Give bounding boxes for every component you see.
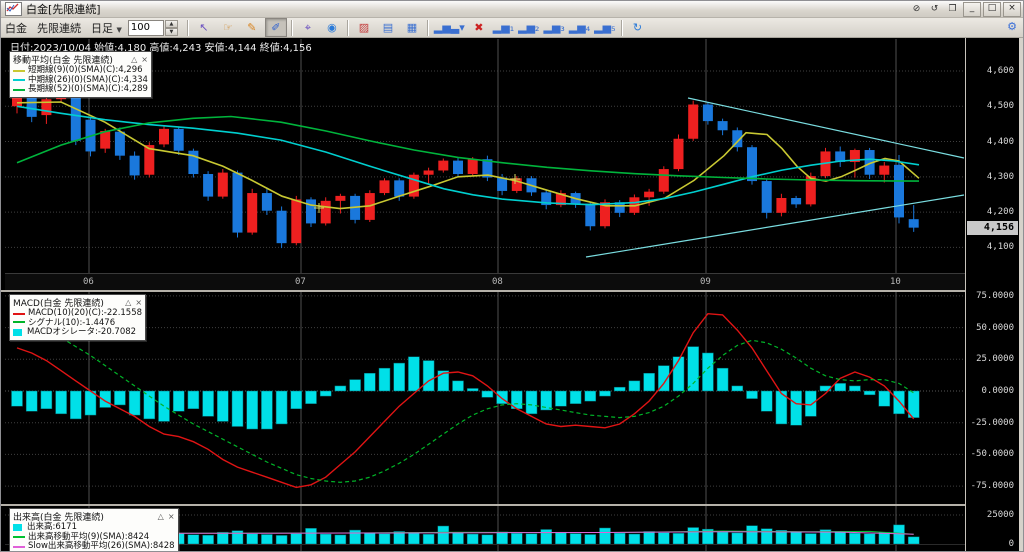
draw-line-icon[interactable]: ✐	[264, 18, 287, 37]
pencil-icon[interactable]: ✎	[247, 21, 257, 34]
price-axis-label: 4,600	[986, 66, 1014, 76]
price-axis-label: 4,100	[986, 242, 1014, 253]
short-ma-swatch-icon	[13, 69, 25, 72]
price-axis-label: 4,200	[986, 207, 1014, 218]
slow-volume-ma-swatch-icon	[13, 545, 25, 548]
legend-row: 短期線(9)(0)(SMA)(C):4,296	[13, 65, 148, 76]
chart-type-icon[interactable]: ▂▅▃▾	[433, 21, 465, 34]
zoom-mode-icon[interactable]: ◉	[327, 21, 337, 34]
legend-close-icon[interactable]: ×	[167, 512, 175, 521]
close-button[interactable]: ×	[1003, 1, 1021, 17]
sync-icon[interactable]: ↺	[930, 3, 939, 14]
bar-count-stepper[interactable]: ▲ ▼	[164, 19, 178, 36]
mid-ma-swatch-icon	[13, 79, 25, 82]
legend-collapse-icon[interactable]: △	[125, 298, 132, 307]
x-axis-month-label: 06	[83, 277, 94, 287]
contract-label: 先限連続	[37, 21, 81, 35]
price-axis-label: 4,300	[986, 171, 1014, 182]
window-frame-strip	[1019, 38, 1023, 551]
x-axis-month-label: 08	[492, 277, 503, 287]
long-ma-swatch-icon	[13, 88, 25, 91]
legend-row: 出来高移動平均(9)(SMA):8424	[13, 532, 175, 543]
legend-row: MACDオシレータ:-20.7082	[13, 327, 142, 338]
legend-close-icon[interactable]: ×	[141, 55, 148, 64]
legend-title: 移動平均(白金 先限連続)	[13, 56, 113, 66]
macd-axis-label: 25.0000	[976, 354, 1014, 365]
volume-swatch-icon	[13, 524, 22, 532]
price-chart-canvas[interactable]	[5, 39, 965, 273]
minimize-button[interactable]: _	[963, 1, 981, 17]
legend-row: MACD(10)(20)(C):-22.1558	[13, 308, 142, 319]
toolbar: 白金 先限連続 日足 ▼ ▲ ▼ ↖ ☞ ✎ ✐ ⌖ ◉ ▨ ▤ ▦ ▂▅▃▾ ✖ ▂▅₁▂▅₂▂▅₃…	[1, 18, 1023, 38]
panel-separator	[1, 290, 1023, 292]
chart-region: 日付:2023/10/04 始値:4,180 高値:4,243 安値:4,144…	[1, 38, 1023, 551]
macd-axis-label: -25.0000	[970, 417, 1014, 428]
stepper-down-icon[interactable]: ▼	[164, 27, 178, 36]
chart-window-icon[interactable]: ▨	[358, 21, 370, 34]
instrument-label: 白金	[5, 21, 27, 35]
macd-axis-label: -50.0000	[970, 449, 1014, 460]
volume-legend[interactable]: 出来高(白金 先限連続) △ × 出来高:6171 出来高移動平均(9)(SMA…	[9, 508, 179, 551]
maximize-button[interactable]: □	[983, 1, 1001, 17]
macd-chart-canvas[interactable]	[5, 292, 965, 504]
price-axis-column: 4,600 4,500 4,400 4,300 4,200 4,100 4,156 75.00…	[965, 38, 1019, 551]
grid-dense-icon[interactable]: ▦	[406, 21, 418, 34]
macd-axis-label: -75.0000	[970, 481, 1014, 492]
macd-axis-label: 50.0000	[976, 322, 1014, 333]
chevron-down-icon: ▼	[116, 25, 122, 34]
select-cursor-icon[interactable]: ↖	[199, 21, 209, 34]
indicator-slot-4-icon[interactable]: ▂▅₄	[568, 21, 591, 34]
pin-icon[interactable]: ⊘	[912, 3, 921, 14]
ma-legend[interactable]: 移動平均(白金 先限連続) △ × 短期線(9)(0)(SMA)(C):4,29…	[9, 51, 152, 98]
indicator-slot-1-icon[interactable]: ▂▅₁	[492, 21, 515, 34]
macd-axis-label: 0.0000	[981, 386, 1014, 396]
x-axis-month-label: 09	[700, 277, 711, 287]
refresh-icon[interactable]: ↻	[632, 21, 643, 34]
legend-collapse-icon[interactable]: △	[131, 55, 138, 64]
grid-icon[interactable]: ▤	[382, 21, 394, 34]
app-chart-icon	[5, 2, 22, 16]
title-bar[interactable]: 白金[先限連続] ⊘ ↺ ❐ _ □ ×	[1, 1, 1023, 18]
crosshair-select-icon[interactable]: ⌖	[304, 20, 311, 34]
x-axis-month-label: 10	[890, 277, 901, 287]
signal-line-swatch-icon	[13, 321, 25, 325]
settings-wrench-icon[interactable]: ⚙	[1007, 20, 1017, 33]
legend-row: 中期線(26)(0)(SMA)(C):4,334	[13, 75, 148, 86]
indicator-slot-5-icon[interactable]: ▂▅₅	[594, 21, 616, 34]
stepper-up-icon[interactable]: ▲	[164, 19, 178, 28]
macd-legend[interactable]: MACD(白金 先限連続) △ × MACD(10)(20)(C):-22.15…	[9, 294, 147, 341]
window-title: 白金[先限連続]	[26, 3, 101, 16]
legend-row: 出来高:6171	[13, 522, 175, 533]
legend-title: MACD(白金 先限連続)	[13, 299, 104, 309]
legend-collapse-icon[interactable]: △	[157, 512, 164, 521]
legend-close-icon[interactable]: ×	[135, 298, 143, 307]
timeframe-dropdown[interactable]: 日足 ▼	[91, 21, 122, 35]
x-axis-strip: 06 07 08 09 10	[5, 273, 965, 291]
price-axis-label: 4,400	[986, 136, 1014, 147]
legend-row: シグナル(10):-1.4476	[13, 318, 142, 329]
ohlc-info-line: 日付:2023/10/04 始値:4,180 高値:4,243 安値:4,144…	[10, 43, 312, 54]
indicator-slot-3-icon[interactable]: ▂▅₃	[543, 21, 565, 34]
indicator-slot-2-icon[interactable]: ▂▅₂	[518, 21, 540, 34]
macd-axis-label: 75.0000	[976, 290, 1014, 301]
current-price-tag: 4,156	[967, 220, 1018, 235]
legend-row: 長期線(52)(0)(SMA)(C):4,289	[13, 84, 148, 95]
volume-axis-label: 25000	[986, 510, 1014, 520]
legend-title: 出来高(白金 先限連続)	[13, 513, 104, 523]
remove-indicator-icon[interactable]: ✖	[474, 21, 484, 34]
volume-axis-label: 0	[1008, 539, 1014, 549]
x-axis-month-label: 07	[295, 277, 306, 287]
bar-count-input[interactable]	[127, 19, 164, 36]
panel-separator	[1, 504, 1023, 506]
price-axis-label: 4,500	[986, 101, 1014, 112]
oscillator-swatch-icon	[13, 329, 22, 337]
macd-line-swatch-icon	[13, 312, 25, 315]
legend-row: Slow出来高移動平均(26)(SMA):8428	[13, 541, 175, 551]
pan-hand-icon[interactable]: ☞	[222, 21, 233, 34]
volume-ma-swatch-icon	[13, 536, 25, 539]
popout-icon[interactable]: ❐	[948, 3, 957, 14]
